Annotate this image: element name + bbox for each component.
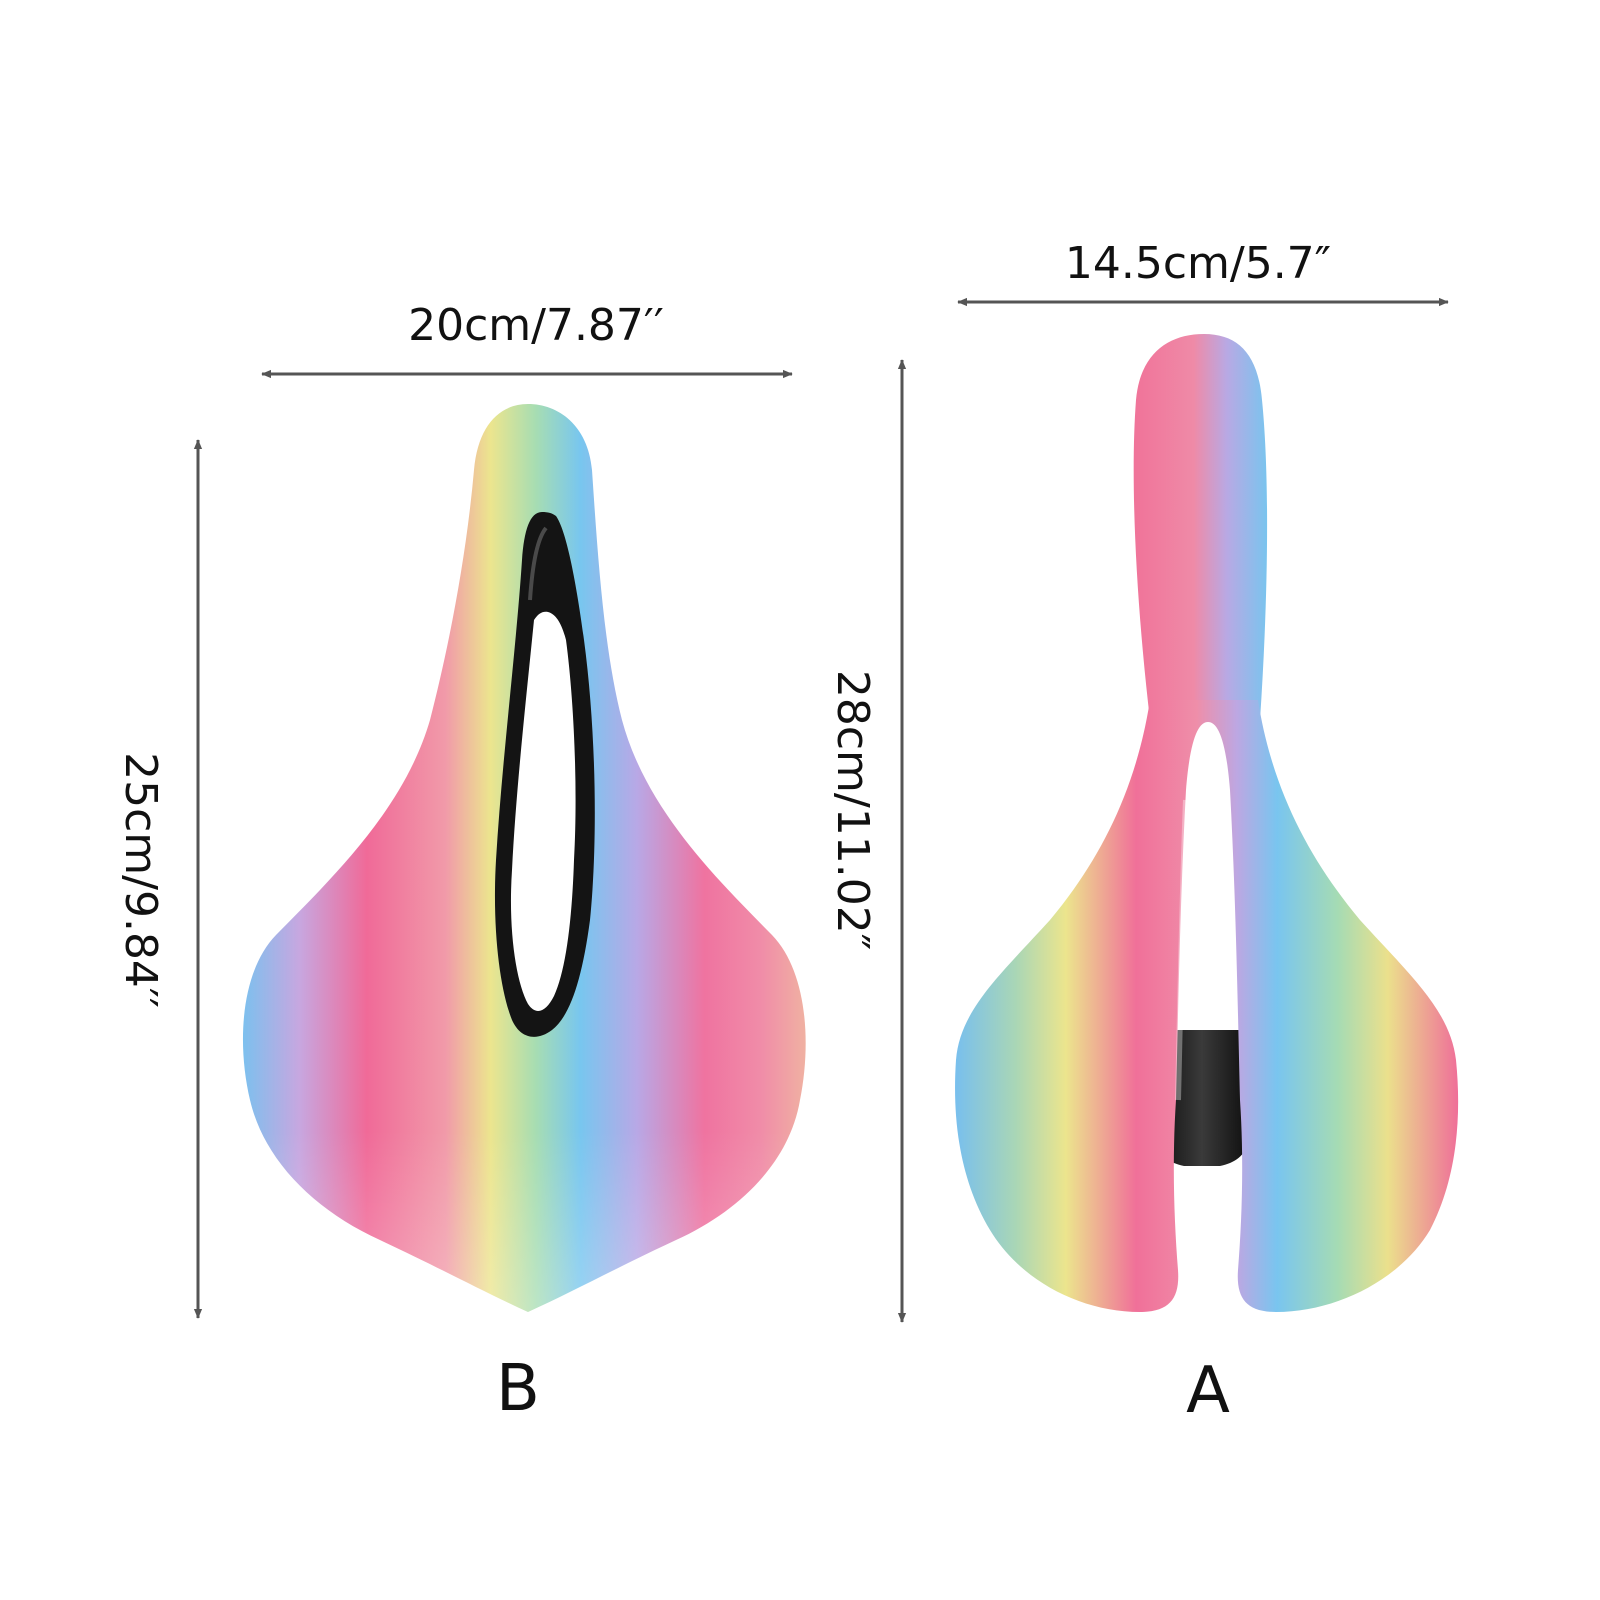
saddle-a-shell <box>1154 1030 1250 1166</box>
saddle-b-label: B <box>496 1352 540 1426</box>
saddle-b-cutout-highlight <box>528 526 548 601</box>
saddle-a: 14.5cm/5.7″ 28cm/11.02″ A <box>827 238 1459 1428</box>
saddle-a-length-label: 28cm/11.02″ <box>827 670 878 950</box>
saddle-a-split-shadow <box>1175 799 1189 1101</box>
saddle-a-width-label: 14.5cm/5.7″ <box>1065 238 1331 289</box>
saddle-b-width-label: 20cm/7.87′′ <box>408 300 664 351</box>
saddle-a-body <box>955 700 1459 1312</box>
saddle-a-label: A <box>1186 1354 1230 1428</box>
saddle-b: 20cm/7.87′′ 25cm/9.84′′ B <box>115 300 806 1426</box>
saddle-a-nose <box>1133 334 1268 720</box>
saddle-b-length-label: 25cm/9.84′′ <box>115 752 166 1008</box>
saddle-b-cutout-opening <box>510 611 576 1011</box>
